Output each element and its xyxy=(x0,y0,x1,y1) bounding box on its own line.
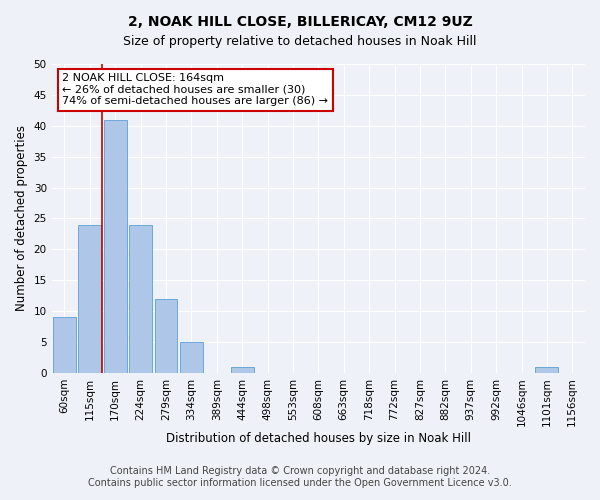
Text: Size of property relative to detached houses in Noak Hill: Size of property relative to detached ho… xyxy=(123,35,477,48)
Text: Contains HM Land Registry data © Crown copyright and database right 2024.: Contains HM Land Registry data © Crown c… xyxy=(110,466,490,476)
Bar xyxy=(79,224,101,373)
Bar xyxy=(231,366,254,373)
Bar xyxy=(180,342,203,373)
Text: Contains public sector information licensed under the Open Government Licence v3: Contains public sector information licen… xyxy=(88,478,512,488)
Y-axis label: Number of detached properties: Number of detached properties xyxy=(15,126,28,312)
Bar xyxy=(535,366,559,373)
Bar xyxy=(129,224,152,373)
Bar xyxy=(104,120,127,373)
Bar xyxy=(155,298,178,373)
Bar xyxy=(53,317,76,373)
X-axis label: Distribution of detached houses by size in Noak Hill: Distribution of detached houses by size … xyxy=(166,432,471,445)
Text: 2 NOAK HILL CLOSE: 164sqm
← 26% of detached houses are smaller (30)
74% of semi-: 2 NOAK HILL CLOSE: 164sqm ← 26% of detac… xyxy=(62,74,328,106)
Text: 2, NOAK HILL CLOSE, BILLERICAY, CM12 9UZ: 2, NOAK HILL CLOSE, BILLERICAY, CM12 9UZ xyxy=(128,15,472,29)
